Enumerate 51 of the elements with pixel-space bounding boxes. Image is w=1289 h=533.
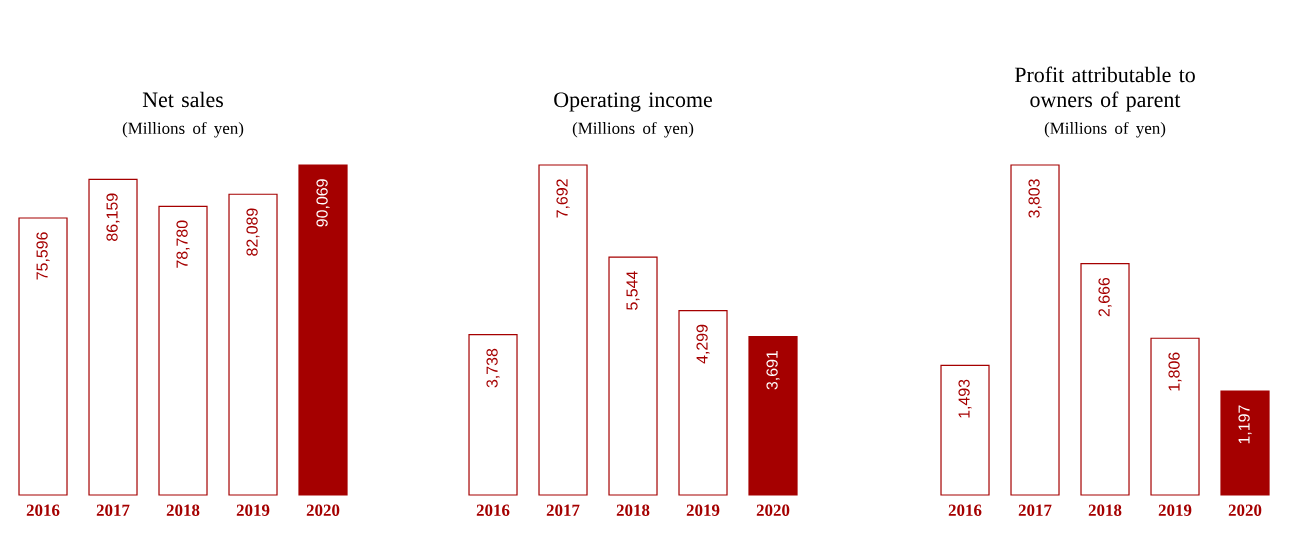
- bar: [940, 364, 990, 496]
- data-label: 3,691: [766, 350, 780, 390]
- x-tick-label: 2018: [166, 504, 200, 516]
- bar: [608, 256, 658, 496]
- chart-subtitle: (Millions of yen): [572, 121, 694, 138]
- data-label: 7,692: [556, 179, 570, 218]
- data-label: 90,069: [316, 179, 330, 227]
- data-label: 2,666: [1098, 277, 1112, 317]
- data-label: 1,806: [1168, 352, 1182, 391]
- bar: [468, 334, 518, 496]
- x-tick-label: 2016: [948, 504, 982, 516]
- bar: [1080, 263, 1130, 496]
- data-label: 86,159: [106, 193, 120, 241]
- chart-title: Operating income: [554, 92, 712, 112]
- x-tick-label: 2016: [26, 504, 60, 516]
- data-label: 1,197: [1238, 405, 1252, 444]
- data-label: 3,738: [486, 348, 500, 388]
- x-tick-label: 2020: [1228, 504, 1262, 516]
- x-tick-label: 2019: [236, 504, 270, 516]
- x-tick-label: 2017: [546, 504, 580, 516]
- x-tick-label: 2020: [756, 504, 790, 516]
- bar: [1010, 164, 1060, 496]
- chart-title: Net sales: [142, 91, 223, 108]
- x-tick-label: 2017: [96, 504, 130, 516]
- x-tick-label: 2017: [1018, 504, 1052, 516]
- data-label: 75,596: [36, 232, 50, 280]
- x-tick-label: 2018: [1088, 504, 1122, 516]
- data-label: 78,780: [176, 220, 190, 268]
- x-tick-label: 2019: [1158, 504, 1192, 516]
- x-tick-label: 2019: [686, 504, 720, 516]
- bar: [678, 309, 728, 496]
- data-label: 5,544: [626, 271, 640, 310]
- chart-subtitle: (Millions of yen): [1044, 121, 1166, 138]
- chart-subtitle: (Millions of yen): [122, 121, 244, 138]
- bar: [748, 336, 798, 496]
- chart-title: Profit attributable to owners of parent: [1014, 66, 1195, 112]
- data-label: 1,493: [958, 379, 972, 418]
- bar: [1220, 390, 1270, 496]
- data-label: 3,803: [1028, 179, 1042, 218]
- bar: [88, 178, 138, 496]
- data-label: 82,089: [246, 208, 260, 256]
- bar: [538, 164, 588, 496]
- bar: [18, 217, 68, 496]
- bar: [298, 164, 348, 496]
- x-tick-label: 2020: [306, 504, 340, 516]
- data-label: 4,299: [696, 324, 710, 364]
- bar: [228, 193, 278, 496]
- bar: [1150, 337, 1200, 496]
- bar: [158, 205, 208, 496]
- x-tick-label: 2016: [476, 504, 510, 516]
- x-tick-label: 2018: [616, 504, 650, 516]
